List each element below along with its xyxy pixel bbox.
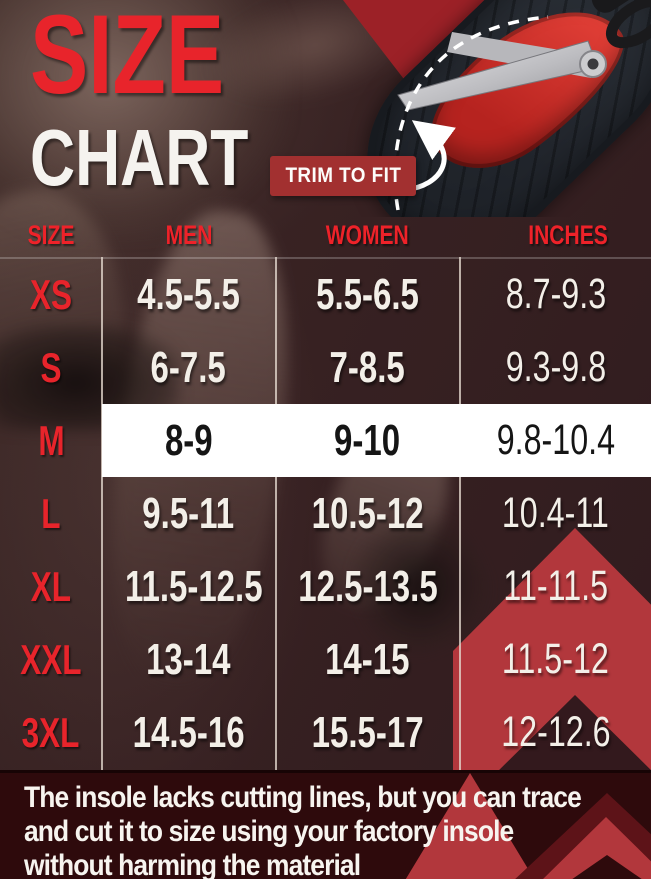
inches-cell: 9.8-10.4 — [460, 404, 651, 477]
table-row-xxl: XXL 13-14 14-15 11.5-12 — [0, 623, 651, 696]
size-cell: XL — [30, 562, 72, 610]
men-cell: 9.5-11 — [142, 488, 235, 538]
inches-cell: 11.5-12 — [502, 635, 609, 683]
insole-red-pad — [406, 0, 646, 197]
inches-cell: 8.7-9.3 — [505, 270, 606, 318]
size-cell: XS — [29, 270, 73, 318]
footer-line-3: without harming the material — [24, 849, 361, 879]
size-cell: M — [37, 416, 65, 464]
table-row-m-highlighted: M 8-9 9-10 9.8-10.4 — [0, 404, 651, 477]
women-cell: 12.5-13.5 — [298, 561, 438, 611]
women-cell: 5.5-6.5 — [316, 269, 419, 319]
header-divider-line — [0, 257, 651, 259]
men-cell: 14.5-16 — [132, 707, 245, 757]
men-cell: 13-14 — [146, 634, 231, 684]
women-cell: 15.5-17 — [311, 707, 424, 757]
men-cell: 6-7.5 — [150, 342, 227, 392]
header-cell-men: MEN — [165, 219, 212, 250]
inches-cell: 11-11.5 — [503, 562, 608, 610]
women-cell: 9-10 — [275, 404, 460, 477]
page-title-size: SIZE — [30, 0, 225, 117]
table-row-3xl: 3XL 14.5-16 15.5-17 12-12.6 — [0, 696, 651, 769]
footer-text: The insole lacks cutting lines, but you … — [24, 781, 651, 879]
size-cell: XXL — [20, 635, 82, 683]
women-cell: 10.5-12 — [311, 488, 424, 538]
page-title-chart: CHART — [30, 113, 249, 202]
women-cell: 7-8.5 — [329, 342, 406, 392]
men-cell: 11.5-12.5 — [124, 561, 263, 611]
men-cell: 4.5-5.5 — [137, 269, 240, 319]
table-row-xl: XL 11.5-12.5 12.5-13.5 11-11.5 — [0, 550, 651, 623]
table-header: SIZE MEN WOMEN INCHES — [0, 213, 651, 257]
size-cell: 3XL — [22, 708, 80, 756]
size-cell: L — [41, 489, 61, 537]
women-cell: 14-15 — [325, 634, 410, 684]
table-row-s: S 6-7.5 7-8.5 9.3-9.8 — [0, 331, 651, 404]
header-cell-women: WOMEN — [325, 219, 410, 250]
trim-to-fit-badge: TRIM TO FIT — [270, 156, 416, 196]
column-divider — [275, 257, 277, 770]
size-table: XS 4.5-5.5 5.5-6.5 8.7-9.3 S 6-7.5 7-8.5… — [0, 258, 651, 769]
inches-cell: 12-12.6 — [500, 708, 611, 756]
column-divider — [101, 257, 103, 770]
inches-cell: 9.3-9.8 — [505, 343, 606, 391]
header-cell-size: SIZE — [27, 219, 75, 250]
table-row-l: L 9.5-11 10.5-12 10.4-11 — [0, 477, 651, 550]
header-cell-inches: INCHES — [528, 219, 609, 250]
inches-cell: 10.4-11 — [502, 489, 609, 537]
size-cell: S — [40, 343, 62, 391]
footer-note: The insole lacks cutting lines, but you … — [0, 770, 651, 879]
footer-line-1: The insole lacks cutting lines, but you … — [24, 781, 582, 814]
table-row-xs: XS 4.5-5.5 5.5-6.5 8.7-9.3 — [0, 258, 651, 331]
footer-line-2: and cut it to size using your factory in… — [24, 815, 514, 848]
men-cell: 8-9 — [102, 404, 275, 477]
